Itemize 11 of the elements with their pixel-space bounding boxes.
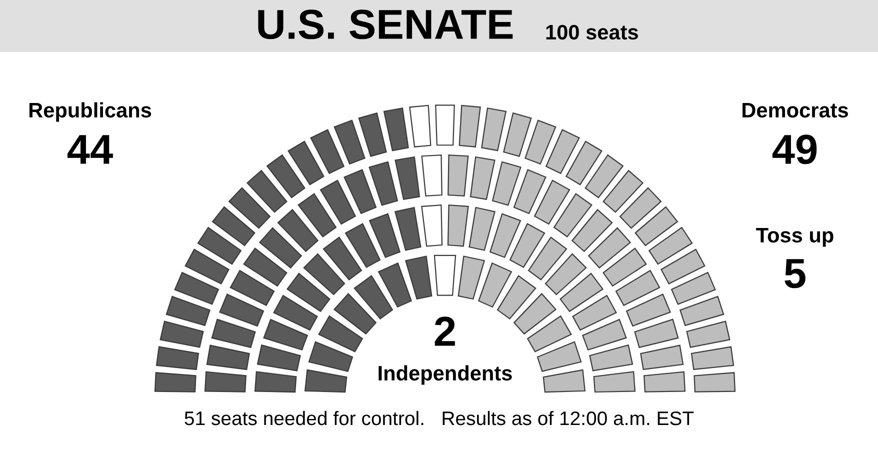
category-label: Toss up xyxy=(756,228,834,247)
category-label: Republicans xyxy=(29,102,152,122)
text: 100 seats xyxy=(546,24,638,40)
category-label: Independents xyxy=(378,365,512,385)
data-label: 5 xyxy=(784,259,806,288)
data-label: 49 xyxy=(772,134,817,164)
data-label: 44 xyxy=(67,135,113,164)
data-label: 2 xyxy=(434,316,455,346)
text: 51 seats needed for control. Results as of 12:00 a.m. EST xyxy=(184,410,694,426)
text: U.S. SENATE xyxy=(258,10,513,40)
category-label: Democrats xyxy=(742,103,848,118)
